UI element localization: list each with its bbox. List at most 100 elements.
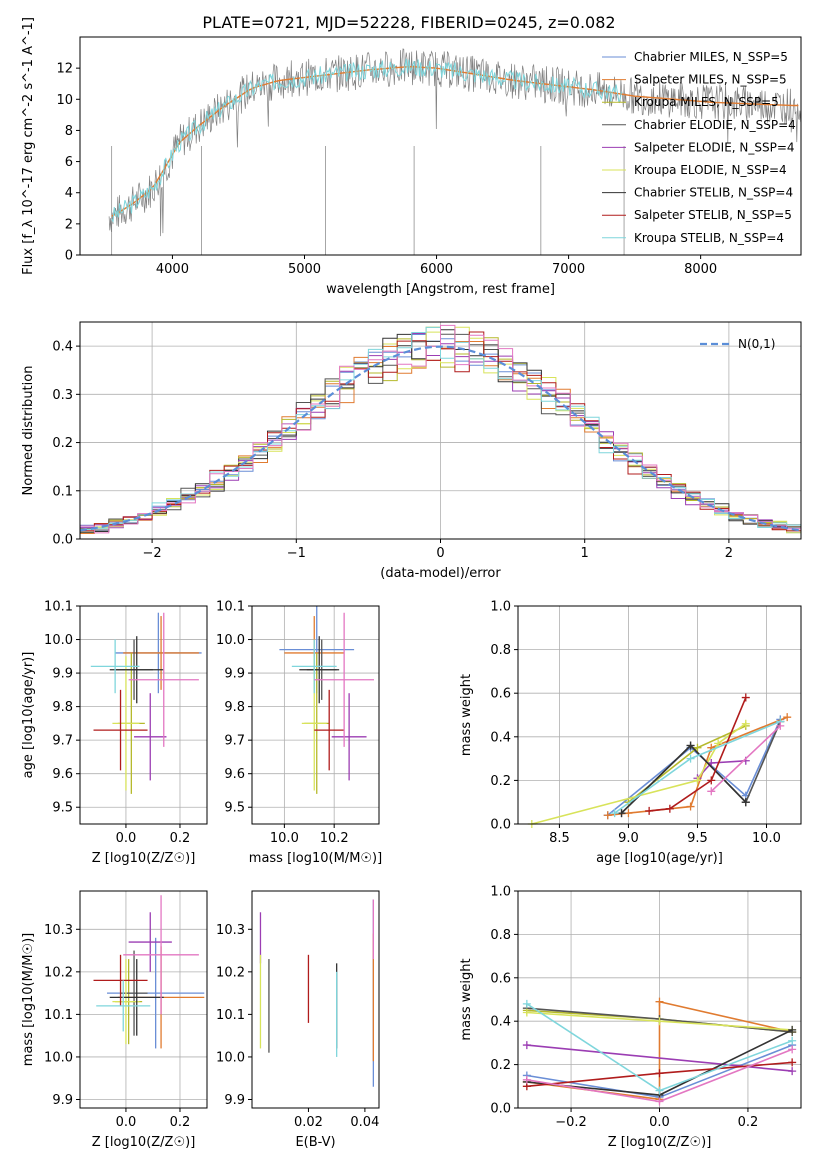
x-tick-label: 10.0 (270, 831, 299, 846)
y-tick-label: 10.0 (216, 633, 245, 648)
y-tick-label: 12 (56, 62, 73, 77)
x-tick-label: −0.2 (555, 1115, 587, 1130)
data-point-marker (617, 809, 626, 818)
chart-title: PLATE=0721, MJD=52228, FIBERID=0245, z=0… (202, 13, 615, 32)
y-tick-label: 9.7 (224, 734, 245, 749)
axes-frame (517, 605, 802, 825)
data-point-marker (788, 1058, 797, 1067)
y-tick-label: 0.4 (490, 1015, 511, 1030)
y-tick-label: 0.0 (52, 533, 73, 548)
y-tick-label: 10.2 (44, 965, 73, 980)
data-point-marker (741, 719, 750, 728)
legend-entry: Kroupa ELODIE, N_SSP=4 (634, 163, 787, 177)
data-point-marker (788, 1025, 797, 1034)
y-tick-label: 0.0 (490, 1102, 511, 1117)
data-point-marker (655, 1069, 664, 1078)
x-tick-label: 2 (725, 546, 733, 561)
x-axis-label: Z [log10(Z/Z☉)] (92, 1135, 196, 1150)
legend-entry: Chabrier ELODIE, N_SSP=4 (634, 118, 796, 132)
y-axis-label: mass [log10(M/M☉)] (21, 933, 36, 1066)
y-tick-label: 9.8 (52, 700, 73, 715)
y-tick-label: 10.0 (44, 1050, 73, 1065)
x-axis-label: wavelength [Angstrom, rest frame] (326, 282, 555, 297)
y-tick-label: 10.0 (216, 1050, 245, 1065)
y-axis-label: mass weight (459, 674, 474, 756)
y-tick-label: 0.3 (52, 388, 73, 403)
data-point-marker (624, 809, 633, 818)
x-tick-label: 6000 (420, 262, 453, 277)
legend-entry: Kroupa MILES, N_SSP=5 (634, 95, 779, 109)
y-axis-label: Flux [f_λ 10^-17 erg cm^-2 s^-1 A^-1] (21, 17, 36, 275)
x-tick-label: 0 (436, 546, 444, 561)
x-axis-label: Z [log10(Z/Z☉)] (608, 1135, 712, 1150)
x-tick-label: 9.5 (687, 831, 708, 846)
y-tick-label: 9.6 (52, 767, 73, 782)
axes-frame (79, 890, 208, 1109)
x-tick-label: 0.2 (738, 1115, 759, 1130)
y-tick-label: 9.9 (52, 667, 73, 682)
y-tick-label: 10.1 (44, 1008, 73, 1023)
legend-entry: Chabrier STELIB, N_SSP=4 (634, 186, 793, 200)
data-point-marker (645, 806, 654, 815)
data-point-marker (665, 804, 674, 813)
x-axis-label: age [log10(age/yr)] (596, 851, 723, 866)
x-tick-label: −2 (143, 546, 162, 561)
x-tick-label: 10.0 (752, 831, 781, 846)
model-spectrum-line (111, 58, 622, 223)
y-tick-label: 10.3 (44, 923, 73, 938)
x-tick-label: 4000 (156, 262, 189, 277)
legend-entry: Salpeter ELODIE, N_SSP=4 (634, 140, 795, 154)
data-point-marker (686, 741, 695, 750)
y-tick-label: 10.3 (216, 923, 245, 938)
y-tick-label: 1.0 (490, 885, 511, 900)
y-tick-label: 9.9 (224, 667, 245, 682)
data-point-marker (788, 1045, 797, 1054)
mass-weight-line (649, 697, 747, 812)
data-point-marker (655, 1017, 664, 1026)
legend-entry: Salpeter MILES, N_SSP=5 (634, 73, 787, 87)
data-point-marker (707, 787, 716, 796)
y-tick-label: 10.1 (216, 1008, 245, 1023)
y-tick-label: 0.6 (490, 687, 511, 702)
legend-entry: Chabrier MILES, N_SSP=5 (634, 50, 788, 64)
y-tick-label: 0.2 (52, 436, 73, 451)
data-point-marker (788, 1067, 797, 1076)
data-point-marker (603, 811, 612, 820)
legend-entry: N(0,1) (738, 337, 775, 351)
x-tick-label: 0.0 (116, 1115, 137, 1130)
y-tick-label: 0.2 (490, 774, 511, 789)
y-tick-label: 9.7 (52, 734, 73, 749)
y-tick-label: 0.4 (490, 730, 511, 745)
x-tick-label: 5000 (288, 262, 321, 277)
data-point-marker (522, 1041, 531, 1050)
x-tick-label: 0.2 (170, 831, 191, 846)
axes-frame (251, 890, 380, 1109)
y-tick-label: 0.8 (490, 928, 511, 943)
y-tick-label: 9.6 (224, 767, 245, 782)
data-point-marker (610, 809, 619, 818)
x-tick-label: 9.0 (618, 831, 639, 846)
x-tick-label: 8.5 (549, 831, 570, 846)
data-point-marker (522, 999, 531, 1008)
legend-entry: Kroupa STELIB, N_SSP=4 (634, 231, 784, 245)
axes-frame (79, 605, 208, 825)
data-point-marker (783, 713, 792, 722)
x-tick-label: 8000 (684, 262, 717, 277)
data-point-marker (693, 776, 702, 785)
gaussian-reference-line (79, 345, 802, 532)
data-point-marker (522, 1075, 531, 1084)
y-tick-label: 9.9 (52, 1093, 73, 1108)
y-tick-label: 1.0 (490, 600, 511, 615)
data-point-marker (714, 739, 723, 748)
data-point-marker (788, 1036, 797, 1045)
y-tick-label: 10.1 (44, 600, 73, 615)
y-tick-label: 0.4 (52, 340, 73, 355)
y-tick-label: 2 (65, 217, 73, 232)
y-tick-label: 4 (65, 186, 73, 201)
data-point-marker (741, 693, 750, 702)
axes-frame (251, 605, 380, 825)
axes-frame (79, 36, 802, 256)
data-point-marker (686, 754, 695, 763)
data-point-marker (741, 798, 750, 807)
